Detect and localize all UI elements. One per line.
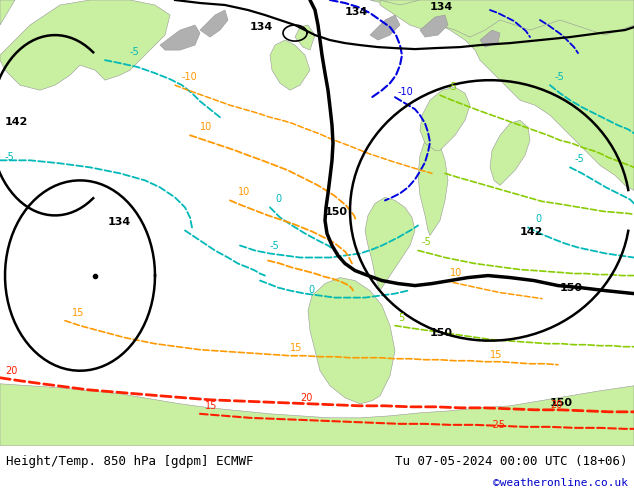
Polygon shape [418,137,448,236]
Text: -10: -10 [398,87,414,97]
Text: 134: 134 [250,22,273,32]
Text: 15: 15 [205,401,217,411]
Text: 15: 15 [72,308,84,318]
Polygon shape [160,25,200,50]
Text: 142: 142 [5,117,29,127]
Polygon shape [420,15,448,37]
Text: -5: -5 [130,47,139,57]
Text: Tu 07-05-2024 00:00 UTC (18+06): Tu 07-05-2024 00:00 UTC (18+06) [395,455,628,468]
Polygon shape [270,40,310,90]
Text: Height/Temp. 850 hPa [gdpm] ECMWF: Height/Temp. 850 hPa [gdpm] ECMWF [6,455,254,468]
Polygon shape [0,0,15,25]
Text: 10: 10 [450,268,462,277]
Text: 5: 5 [398,313,404,322]
Text: 10: 10 [200,122,212,132]
Polygon shape [0,384,634,446]
Text: 0: 0 [535,215,541,224]
Polygon shape [420,87,470,150]
Polygon shape [308,277,395,404]
Text: 20: 20 [5,366,17,376]
Polygon shape [480,30,500,47]
Polygon shape [380,0,634,37]
Text: 20: 20 [300,393,313,403]
Text: -5: -5 [5,152,15,162]
Text: 15: 15 [490,350,502,360]
Text: -10: -10 [182,72,198,82]
Text: 0: 0 [275,195,281,204]
Text: -15: -15 [362,0,380,2]
Polygon shape [370,0,634,191]
Text: 20: 20 [550,400,562,410]
Text: 134: 134 [345,7,368,17]
Text: 150: 150 [550,398,573,408]
Text: 15: 15 [290,343,302,353]
Text: 142: 142 [520,227,543,238]
Text: 134: 134 [430,2,453,12]
Polygon shape [0,0,170,90]
Text: 134: 134 [108,218,131,227]
Text: 150: 150 [430,328,453,338]
Polygon shape [295,25,315,50]
Text: -5: -5 [422,238,432,247]
Text: 150: 150 [325,207,348,218]
Polygon shape [200,10,228,37]
Text: -5: -5 [448,82,458,92]
Text: 10: 10 [238,187,250,197]
Polygon shape [490,120,530,185]
Text: -5: -5 [575,154,585,164]
Polygon shape [370,15,400,40]
Polygon shape [365,197,415,291]
Text: -5: -5 [270,241,280,250]
Text: ©weatheronline.co.uk: ©weatheronline.co.uk [493,478,628,489]
Text: 0: 0 [308,285,314,294]
Text: -25: -25 [490,420,506,430]
Text: 150: 150 [560,283,583,293]
Text: -5: -5 [555,72,565,82]
